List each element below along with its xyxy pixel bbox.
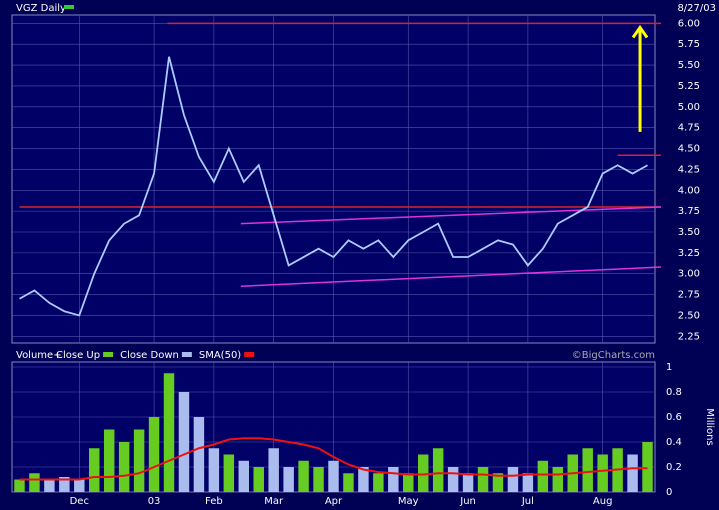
x-tick-label: May bbox=[398, 496, 419, 507]
y-tick-label: 3.25 bbox=[678, 248, 700, 259]
volume-bar bbox=[642, 442, 653, 492]
y-tick-label: 0.4 bbox=[666, 437, 682, 448]
volume-bar bbox=[492, 473, 504, 492]
date-label: 8/27/03 bbox=[677, 3, 716, 14]
y-tick-label: 4.50 bbox=[678, 144, 700, 155]
volume-bar bbox=[343, 473, 354, 492]
volume-bar bbox=[253, 467, 264, 492]
trendline bbox=[240, 206, 662, 225]
volume-bar bbox=[223, 454, 235, 492]
volume-bar bbox=[477, 467, 489, 492]
volume-bar bbox=[373, 473, 384, 492]
legend-label: Close Up bbox=[56, 350, 100, 361]
volume-bar bbox=[133, 429, 145, 492]
y-tick-label: 3.50 bbox=[678, 227, 700, 238]
y-tick-label: 0 bbox=[666, 487, 672, 498]
legend-swatch bbox=[103, 352, 114, 357]
sma-line bbox=[19, 437, 648, 481]
y-axis-label: Millions bbox=[704, 408, 715, 445]
volume-bar bbox=[462, 473, 474, 492]
y-tick-label: 5.75 bbox=[678, 39, 700, 50]
x-tick-label: Jul bbox=[521, 496, 534, 507]
volume-bar bbox=[582, 448, 593, 492]
volume-bar bbox=[193, 417, 205, 492]
y-tick-label: 2.75 bbox=[678, 290, 700, 301]
y-tick-label: 3.00 bbox=[678, 269, 700, 280]
legend-swatch bbox=[64, 5, 74, 9]
volume-bar bbox=[44, 479, 55, 492]
credit: ©BigCharts.com bbox=[572, 350, 655, 361]
legend-label: Close Down bbox=[120, 350, 179, 361]
volume-bar bbox=[627, 454, 638, 492]
volume-bar bbox=[148, 417, 160, 492]
volume-bar bbox=[103, 429, 115, 492]
volume-bar bbox=[597, 454, 608, 492]
y-tick-label: 2.50 bbox=[678, 310, 700, 321]
volume-bar bbox=[283, 467, 294, 492]
trendline bbox=[240, 266, 662, 287]
volume-bar bbox=[507, 467, 519, 492]
volume-bar bbox=[59, 477, 70, 492]
x-tick-label: Feb bbox=[205, 496, 223, 507]
x-tick-label: Jun bbox=[459, 496, 476, 507]
volume-bar bbox=[14, 479, 25, 492]
volume-bar bbox=[328, 460, 339, 492]
x-tick-label: Apr bbox=[325, 496, 343, 507]
volume-bar bbox=[118, 442, 130, 492]
volume-bar bbox=[163, 373, 175, 492]
volume-bar bbox=[89, 448, 100, 492]
y-tick-label: 5.25 bbox=[678, 81, 700, 92]
y-tick-label: 2.25 bbox=[678, 331, 700, 342]
volume-bar bbox=[268, 448, 279, 492]
x-tick-label: Aug bbox=[593, 496, 613, 507]
y-tick-label: 4.25 bbox=[678, 164, 700, 175]
y-tick-label: 5.00 bbox=[678, 102, 700, 113]
volume-bar bbox=[522, 473, 534, 492]
y-tick-label: 5.50 bbox=[678, 60, 700, 71]
y-tick-label: 6.00 bbox=[678, 18, 700, 29]
y-tick-label: 1 bbox=[666, 362, 672, 373]
volume-bar bbox=[403, 473, 414, 492]
volume-title: Volume+ bbox=[16, 350, 62, 361]
volume-bar bbox=[537, 460, 549, 492]
volume-bar bbox=[29, 473, 40, 492]
volume-bar bbox=[417, 454, 429, 492]
x-tick-label: Mar bbox=[264, 496, 284, 507]
arrow-head bbox=[631, 24, 649, 39]
y-tick-label: 0.6 bbox=[666, 412, 682, 423]
volume-bar bbox=[208, 448, 220, 492]
legend-swatch bbox=[244, 352, 255, 357]
legend-swatch bbox=[181, 352, 192, 357]
chart-title: VGZ Daily bbox=[16, 3, 66, 14]
volume-bar bbox=[358, 467, 369, 492]
volume-bar bbox=[432, 448, 444, 492]
volume-bar bbox=[388, 467, 399, 492]
volume-bar bbox=[313, 467, 324, 492]
y-tick-label: 0.8 bbox=[666, 387, 682, 398]
volume-bar bbox=[298, 460, 309, 492]
y-tick-label: 4.00 bbox=[678, 185, 700, 196]
x-tick-label: Dec bbox=[70, 496, 89, 507]
volume-bar bbox=[447, 467, 459, 492]
legend-label: SMA(50) bbox=[199, 350, 241, 361]
volume-bar bbox=[74, 479, 85, 492]
price-line bbox=[19, 56, 648, 317]
volume-bar bbox=[238, 460, 250, 492]
x-tick-label: 03 bbox=[148, 496, 161, 507]
y-tick-label: 4.75 bbox=[678, 123, 700, 134]
y-tick-label: 0.2 bbox=[666, 462, 682, 473]
volume-bar bbox=[178, 392, 190, 492]
volume-bar bbox=[552, 467, 564, 492]
y-tick-label: 3.75 bbox=[678, 206, 700, 217]
